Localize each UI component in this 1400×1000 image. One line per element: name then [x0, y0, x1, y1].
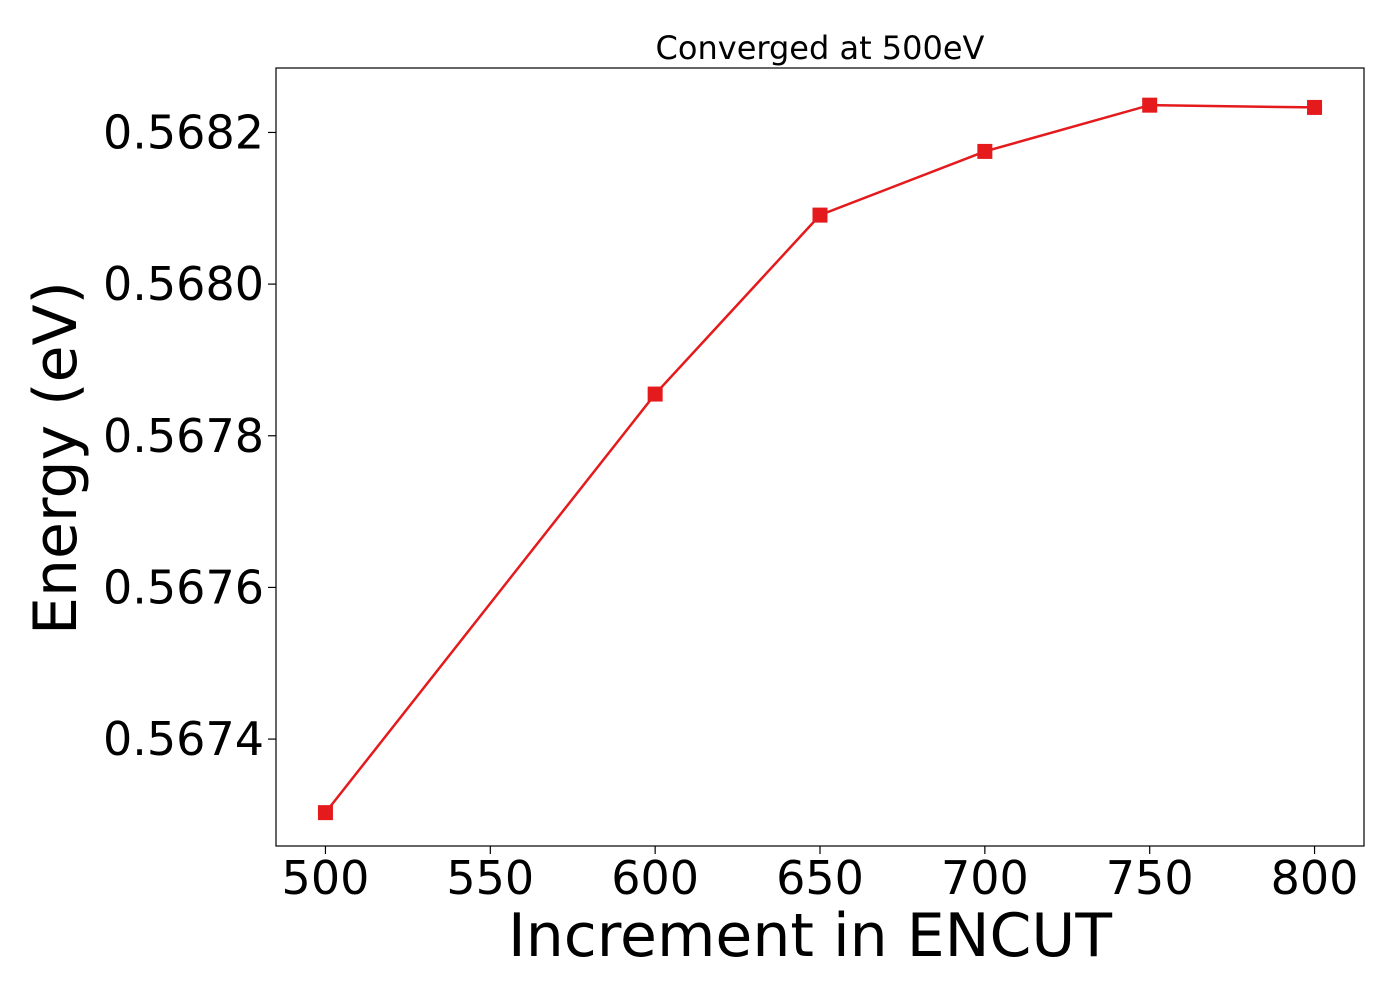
x-tick-label: 550 [446, 851, 534, 905]
y-tick-label: 0.5682 [103, 105, 264, 159]
x-tick-label: 650 [776, 851, 864, 905]
data-point [977, 143, 993, 159]
y-tick-label: 0.5680 [103, 257, 264, 311]
data-point [1142, 97, 1158, 113]
data-point [317, 805, 333, 821]
x-tick-label: 800 [1271, 851, 1359, 905]
series-line [324, 103, 1315, 814]
data-point [812, 207, 828, 223]
x-tick-label: 600 [611, 851, 699, 905]
chart-title: Converged at 500eV [656, 29, 985, 67]
y-tick-label: 0.5676 [103, 560, 264, 614]
data-point [647, 386, 663, 402]
y-tick-label: 0.5674 [103, 712, 264, 766]
series-layer [317, 97, 1323, 821]
x-tick-label: 750 [1106, 851, 1194, 905]
x-axis: 500 550 600 650 700 750 800 [282, 846, 1359, 905]
plot-area-frame [275, 67, 1365, 847]
y-axis-title: Energy (eV) [21, 281, 91, 635]
x-axis-title: Increment in ENCUT [508, 901, 1112, 971]
x-tick-label: 700 [941, 851, 1029, 905]
data-point [1307, 99, 1323, 115]
x-tick-label: 500 [282, 851, 370, 905]
y-axis: 0.5674 0.5676 0.5678 0.5680 0.5682 [103, 105, 276, 766]
y-tick-label: 0.5678 [103, 409, 264, 463]
